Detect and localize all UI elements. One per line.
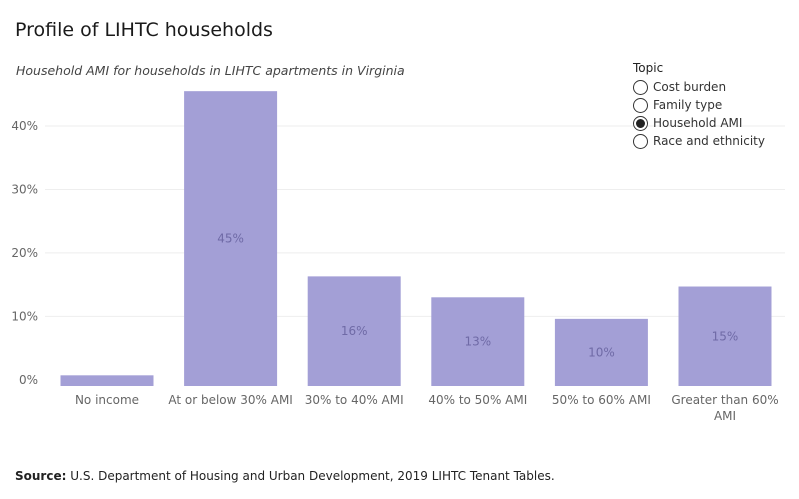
- topic-option-label: Race and ethnicity: [653, 134, 765, 148]
- topic-selector: Topic Cost burden Family type Household …: [633, 61, 765, 150]
- bar: [60, 375, 154, 386]
- category-label: AMI: [714, 409, 736, 423]
- category-label: At or below 30% AMI: [168, 393, 293, 407]
- chart-subtitle: Household AMI for households in LIHTC ap…: [16, 63, 405, 78]
- topic-option-cost-burden[interactable]: Cost burden: [633, 78, 765, 96]
- topic-option-label: Household AMI: [653, 116, 743, 130]
- category-label: Greater than 60%: [671, 393, 778, 407]
- y-tick-label: 10%: [11, 309, 38, 323]
- y-tick-label: 20%: [11, 246, 38, 260]
- topic-option-race-ethnicity[interactable]: Race and ethnicity: [633, 132, 765, 150]
- category-label: 50% to 60% AMI: [552, 393, 651, 407]
- category-label: 30% to 40% AMI: [305, 393, 404, 407]
- category-label: 40% to 50% AMI: [428, 393, 527, 407]
- data-label: 10%: [588, 345, 615, 359]
- y-tick-label: 40%: [11, 119, 38, 133]
- chart-title: Profile of LIHTC households: [15, 19, 273, 41]
- bar: [307, 276, 401, 386]
- category-label: No income: [75, 393, 139, 407]
- source-text: U.S. Department of Housing and Urban Dev…: [70, 469, 555, 483]
- data-label: 15%: [712, 329, 739, 343]
- topic-selector-title: Topic: [633, 61, 664, 75]
- topic-option-household-ami[interactable]: Household AMI: [633, 114, 765, 132]
- topic-option-label: Family type: [653, 98, 723, 112]
- data-label: 13%: [464, 335, 491, 349]
- radio-icon[interactable]: [633, 97, 648, 113]
- bar: [554, 318, 648, 386]
- radio-icon[interactable]: [633, 79, 648, 95]
- y-tick-label: 0%: [19, 373, 38, 387]
- bar: [678, 286, 772, 386]
- bar: [184, 91, 278, 386]
- radio-icon[interactable]: [633, 133, 648, 149]
- topic-option-family-type[interactable]: Family type: [633, 96, 765, 114]
- data-label: 45%: [217, 232, 244, 246]
- source-note: Source: U.S. Department of Housing and U…: [15, 469, 555, 483]
- source-label: Source:: [15, 469, 67, 483]
- bar: [431, 297, 525, 386]
- topic-option-label: Cost burden: [653, 80, 727, 94]
- data-label: 16%: [341, 324, 368, 338]
- radio-icon[interactable]: [633, 115, 648, 131]
- y-tick-label: 30%: [11, 182, 38, 196]
